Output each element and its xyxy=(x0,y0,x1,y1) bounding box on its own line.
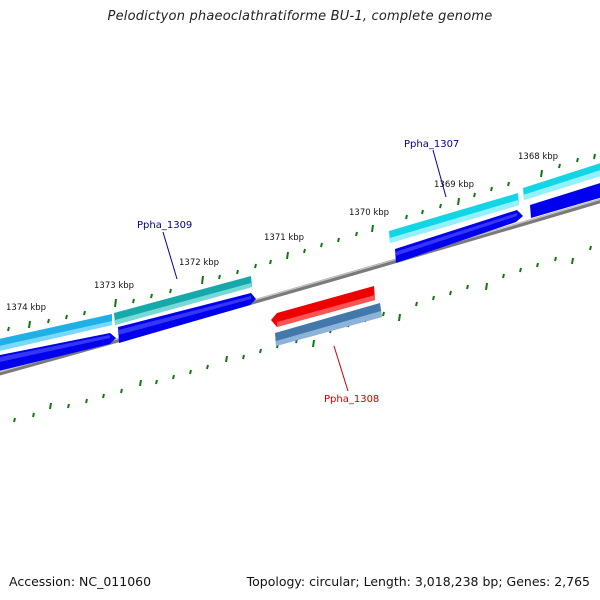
kbp-label-1371: 1371 kbp xyxy=(264,233,304,243)
gene-label-ppha1308[interactable]: Ppha_1308 xyxy=(324,394,379,405)
gene-pointers xyxy=(162,149,447,392)
gene-label-ppha1307[interactable]: Ppha_1307 xyxy=(404,139,459,150)
accession-label: Accession: NC_011060 xyxy=(9,574,152,589)
kbp-label-1368: 1368 kbp xyxy=(518,152,558,162)
cds-arrow xyxy=(530,183,600,218)
topology-summary: Topology: circular; Length: 3,018,238 bp… xyxy=(246,574,590,589)
forward-cds xyxy=(0,183,600,371)
kbp-label-1374: 1374 kbp xyxy=(6,303,46,313)
reverse-genes xyxy=(271,286,382,346)
forward-genes xyxy=(0,163,600,351)
kbp-label-1370: 1370 kbp xyxy=(349,208,389,218)
gene-label-ppha1309[interactable]: Ppha_1309 xyxy=(137,220,192,231)
genome-title: Pelodictyon phaeoclathratiforme BU-1, co… xyxy=(107,9,493,24)
kbp-label-1373: 1373 kbp xyxy=(94,281,134,291)
kbp-labels: 1374 kbp 1373 kbp 1372 kbp 1371 kbp 1370… xyxy=(6,152,558,313)
kbp-label-1372: 1372 kbp xyxy=(179,258,219,268)
kbp-label-1369: 1369 kbp xyxy=(434,180,474,190)
upper-tick-scale xyxy=(7,153,596,332)
